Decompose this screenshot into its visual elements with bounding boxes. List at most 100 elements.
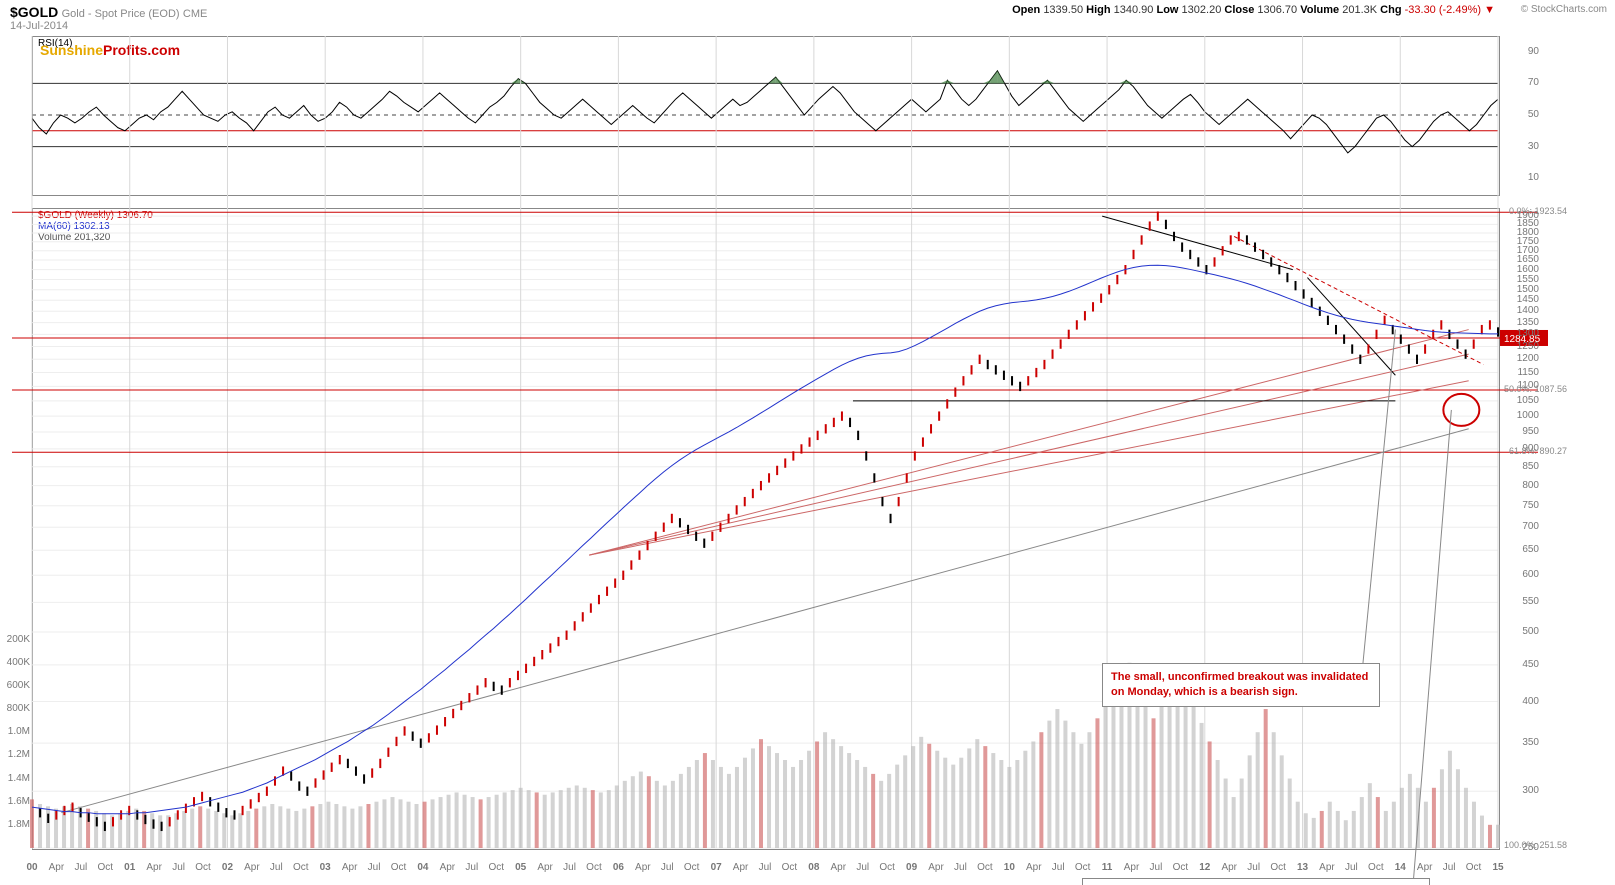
x-tick: 11 xyxy=(1102,862,1113,873)
x-tick: 01 xyxy=(124,862,135,873)
x-tick: Jul xyxy=(759,862,772,873)
price-ytick: 1450 xyxy=(1499,294,1539,305)
x-tick: Jul xyxy=(465,862,478,873)
x-tick: Jul xyxy=(74,862,87,873)
rsi-ytick: 30 xyxy=(1499,141,1539,152)
x-tick: Apr xyxy=(635,862,651,873)
volume-ytick: 600K xyxy=(0,680,30,691)
x-tick: 06 xyxy=(613,862,624,873)
price-ytick: 1500 xyxy=(1499,284,1539,295)
x-tick: 05 xyxy=(515,862,526,873)
rsi-ytick: 70 xyxy=(1499,77,1539,88)
x-tick: Jul xyxy=(1443,862,1456,873)
x-tick: Jul xyxy=(856,862,869,873)
fib-label: 50.0%: 1087.56 xyxy=(1504,384,1567,394)
x-tick: 12 xyxy=(1199,862,1210,873)
x-tick: Oct xyxy=(586,862,602,873)
x-tick: Apr xyxy=(440,862,456,873)
annotation-box: We marked the probable (at the moment of… xyxy=(1082,878,1430,885)
x-tick: 08 xyxy=(808,862,819,873)
x-tick: Apr xyxy=(1124,862,1140,873)
x-tick: Oct xyxy=(1466,862,1482,873)
rsi-ytick: 50 xyxy=(1499,109,1539,120)
fib-label: 61.8%: 890.27 xyxy=(1509,446,1567,456)
price-ytick: 1300 xyxy=(1499,328,1539,339)
x-tick: 02 xyxy=(222,862,233,873)
volume-ytick: 1.6M xyxy=(0,796,30,807)
price-ytick: 400 xyxy=(1499,696,1539,707)
rsi-ytick: 90 xyxy=(1499,46,1539,57)
volume-ytick: 1.2M xyxy=(0,749,30,760)
x-tick: 09 xyxy=(906,862,917,873)
price-ytick: 550 xyxy=(1499,596,1539,607)
x-tick: Oct xyxy=(195,862,211,873)
x-tick: Oct xyxy=(488,862,504,873)
volume-ytick: 1.4M xyxy=(0,773,30,784)
price-ytick: 450 xyxy=(1499,659,1539,670)
x-tick: Apr xyxy=(244,862,260,873)
x-tick: Jul xyxy=(954,862,967,873)
price-ytick: 750 xyxy=(1499,500,1539,511)
x-tick: 15 xyxy=(1492,862,1503,873)
price-ytick: 950 xyxy=(1499,426,1539,437)
x-tick: Oct xyxy=(782,862,798,873)
x-tick: Apr xyxy=(928,862,944,873)
price-ytick: 1200 xyxy=(1499,353,1539,364)
price-ytick: 1150 xyxy=(1499,367,1539,378)
price-ytick: 500 xyxy=(1499,626,1539,637)
x-tick: Oct xyxy=(977,862,993,873)
x-tick: Apr xyxy=(146,862,162,873)
x-tick: Jul xyxy=(1052,862,1065,873)
x-tick: Oct xyxy=(1075,862,1091,873)
x-tick: Oct xyxy=(1173,862,1189,873)
x-tick: Apr xyxy=(49,862,65,873)
fib-label: 0.0%: 1923.54 xyxy=(1509,206,1567,216)
x-tick: Oct xyxy=(1368,862,1384,873)
x-tick: Apr xyxy=(733,862,749,873)
x-tick: Jul xyxy=(563,862,576,873)
x-tick: Jul xyxy=(1247,862,1260,873)
price-ytick: 1050 xyxy=(1499,395,1539,406)
volume-ytick: 400K xyxy=(0,657,30,668)
price-ytick: 1350 xyxy=(1499,317,1539,328)
x-tick: Apr xyxy=(1417,862,1433,873)
volume-ytick: 1.8M xyxy=(0,819,30,830)
x-tick: 07 xyxy=(711,862,722,873)
price-ytick: 1000 xyxy=(1499,410,1539,421)
x-tick: Oct xyxy=(98,862,114,873)
x-tick: 04 xyxy=(417,862,428,873)
volume-ytick: 200K xyxy=(0,634,30,645)
x-tick: Jul xyxy=(1345,862,1358,873)
volume-ytick: 800K xyxy=(0,703,30,714)
x-tick: Apr xyxy=(1221,862,1237,873)
x-tick: 00 xyxy=(26,862,37,873)
x-tick: Jul xyxy=(270,862,283,873)
annotation-box: The small, unconfirmed breakout was inva… xyxy=(1102,663,1380,707)
x-tick: Apr xyxy=(831,862,847,873)
price-ytick: 800 xyxy=(1499,480,1539,491)
x-tick: Jul xyxy=(1150,862,1163,873)
x-tick: Jul xyxy=(172,862,185,873)
x-tick: 14 xyxy=(1395,862,1406,873)
price-ytick: 850 xyxy=(1499,461,1539,472)
x-tick: Oct xyxy=(1270,862,1286,873)
x-tick: Apr xyxy=(342,862,358,873)
x-tick: Oct xyxy=(391,862,407,873)
x-tick: Oct xyxy=(684,862,700,873)
x-tick: Apr xyxy=(537,862,553,873)
price-ytick: 350 xyxy=(1499,737,1539,748)
x-tick: Oct xyxy=(879,862,895,873)
x-tick: 13 xyxy=(1297,862,1308,873)
chart-root: $GOLD Gold - Spot Price (EOD) CME 14-Jul… xyxy=(0,0,1615,885)
x-tick: 03 xyxy=(320,862,331,873)
x-tick: Apr xyxy=(1319,862,1335,873)
price-ytick: 1400 xyxy=(1499,305,1539,316)
x-tick: Apr xyxy=(1026,862,1042,873)
price-ytick: 700 xyxy=(1499,521,1539,532)
x-tick: Jul xyxy=(368,862,381,873)
chart-svg: 1284.85 xyxy=(0,0,1615,885)
x-tick: Jul xyxy=(661,862,674,873)
price-ytick: 600 xyxy=(1499,569,1539,580)
fib-label: 100.0%: 251.58 xyxy=(1504,840,1567,850)
rsi-ytick: 10 xyxy=(1499,172,1539,183)
